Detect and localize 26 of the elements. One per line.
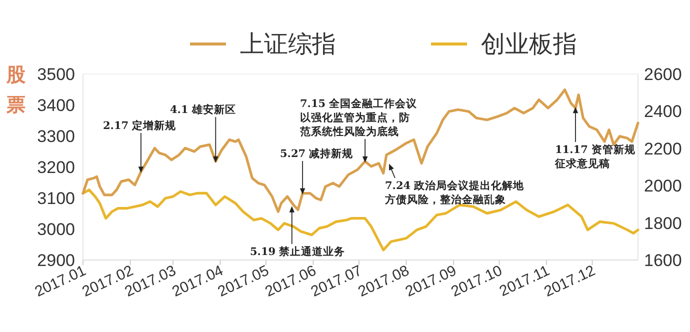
annotation: 4.1 雄安新区 — [170, 103, 236, 116]
annotation: 5.27 减持新规 — [280, 148, 354, 194]
annotation: 11.17 资管新规征求意见稿 — [555, 106, 636, 170]
annotation: 5.19 禁止通道业务 — [250, 245, 346, 258]
y-tick-label: 3100 — [37, 189, 75, 208]
y2-tick-label: 2600 — [644, 65, 682, 84]
annotation: 5.19 禁止通道业务 — [250, 206, 346, 258]
y2-tick-label: 2200 — [644, 139, 682, 158]
annotation: 5.27 减持新规 — [280, 147, 354, 160]
y-tick-label: 3000 — [37, 220, 75, 239]
annotation: 7.24 政治局会议提出化解地方债风险，整治金融乱象 — [384, 179, 526, 206]
y2-tick-label: 2000 — [644, 176, 682, 196]
y2-tick-label: 2400 — [644, 102, 682, 122]
annotation: 11.17 资管新规征求意见稿 — [554, 143, 637, 170]
annotation: 7.15 全国金融工作会议以强化监管为重点，防范系统性风险为底线 — [299, 97, 418, 138]
y2-tick-label: 1600 — [644, 251, 682, 270]
annotation: 7.24 政治局会议提出化解地方债风险，整治金融乱象 — [385, 164, 524, 206]
y-tick-label: 3200 — [37, 158, 75, 177]
y-tick-label: 2900 — [37, 251, 75, 270]
legend-label: 创业板指 — [481, 31, 577, 58]
y-tick-label: 3300 — [37, 127, 75, 146]
y-axis-title: 股票 — [6, 65, 26, 116]
legend-label: 上证综指 — [240, 31, 336, 58]
y2-tick-label: 1800 — [644, 214, 682, 233]
y-tick-label: 3500 — [37, 65, 75, 84]
y-tick-label: 3400 — [37, 96, 75, 115]
